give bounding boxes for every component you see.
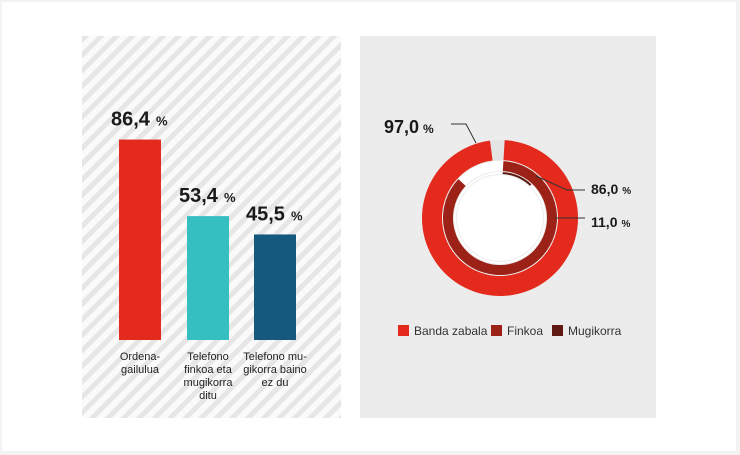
donut-chart: 97,0 % 86,0 % 11,0% — [384, 117, 631, 296]
donut-value-label-1: 86,0% — [591, 181, 631, 197]
donut-leader-line-0 — [451, 123, 477, 144]
legend-label-0: Banda zabala — [414, 324, 488, 338]
donut-value-label-0: 97,0% — [384, 117, 434, 137]
bar-value-label-2: 45,5% — [246, 203, 303, 225]
legend-swatch-0 — [398, 325, 409, 336]
donut-arc-2 — [502, 172, 532, 186]
legend-label-1: Finkoa — [507, 324, 543, 338]
donut-legend: Banda zabala Finkoa Mugikorra — [398, 324, 622, 338]
bar-category-label-1: Telefono finkoa eta mugikorra ditu — [184, 351, 234, 402]
bar-chart: 86,4 % Ordena-gailulua 53,4 % Telefono finkoa … — [111, 109, 307, 402]
donut-hole — [457, 175, 543, 261]
legend-swatch-2 — [552, 325, 563, 336]
legend-swatch-1 — [491, 325, 502, 336]
bar-category-label-0: Ordena-gailulua — [120, 351, 161, 376]
legend-label-2: Mugikorra — [568, 324, 622, 338]
donut-value-label-2: 11,0% — [591, 214, 630, 230]
bar-1 — [187, 216, 229, 340]
donut-track-2 — [454, 172, 546, 264]
bar-0 — [119, 139, 161, 340]
bar-value-label-0: 86,4% — [111, 109, 168, 131]
bar-value-label-1: 53,4% — [179, 185, 236, 207]
bar-2 — [254, 234, 296, 340]
donut-leader-line-1 — [535, 175, 585, 191]
bar-category-label-2: Telefono mu-gikorra baino ez du — [243, 351, 307, 389]
